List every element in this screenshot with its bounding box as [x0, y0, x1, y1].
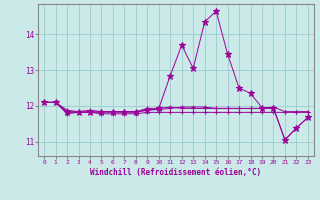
X-axis label: Windchill (Refroidissement éolien,°C): Windchill (Refroidissement éolien,°C) [91, 168, 261, 177]
